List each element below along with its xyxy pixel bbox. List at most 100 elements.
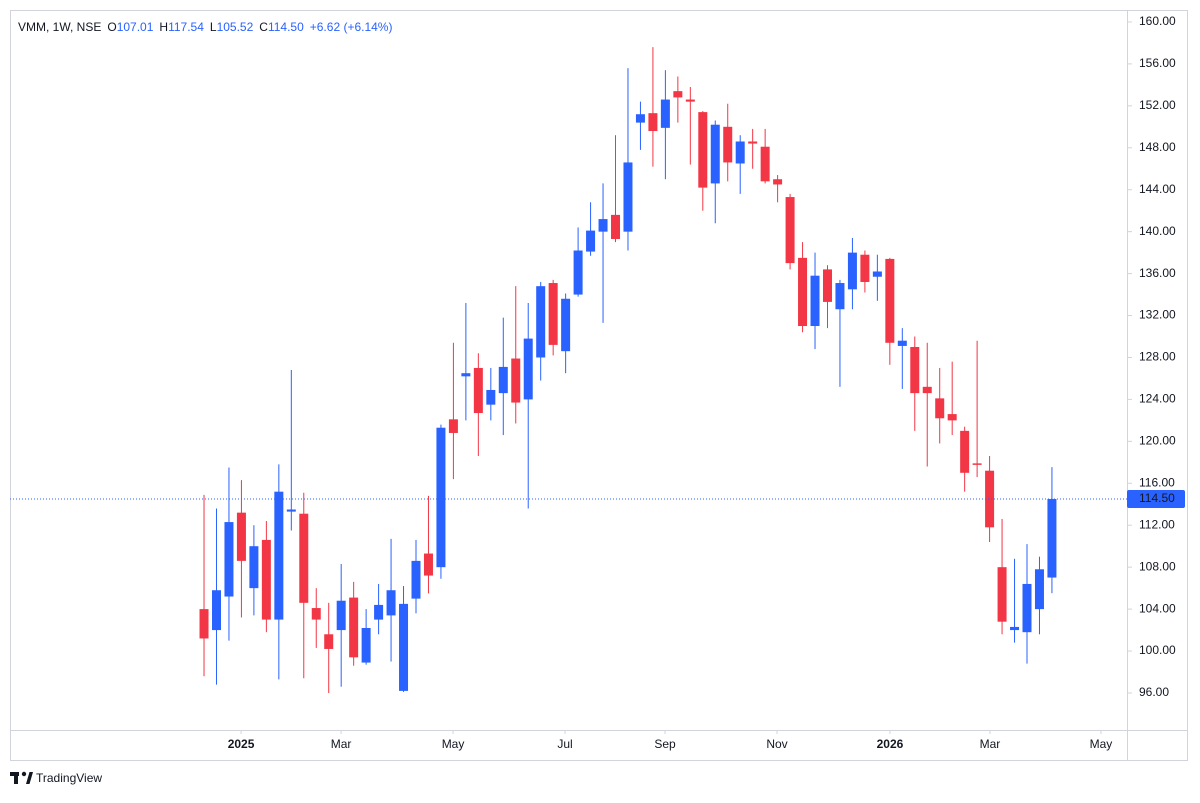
candle-body: [735, 141, 745, 164]
y-tick-label: 108.00: [1139, 559, 1176, 573]
low-value: 105.52: [217, 20, 254, 34]
candle-body: [224, 522, 234, 597]
symbol: VMM, 1W, NSE: [18, 20, 101, 34]
candle-body: [985, 470, 995, 528]
candle-body: [822, 269, 832, 302]
candle-body: [922, 386, 932, 394]
candle-body: [760, 146, 770, 182]
y-tick-label: 112.00: [1139, 517, 1175, 531]
candle-body: [698, 112, 708, 188]
candle-body: [1022, 583, 1032, 633]
candle-body: [486, 389, 496, 405]
high-value: 117.54: [168, 20, 204, 34]
y-tick-label: 100.00: [1139, 643, 1176, 657]
candle-body: [336, 600, 346, 631]
candle-body: [411, 560, 421, 599]
candle-body: [897, 340, 907, 346]
candle-body: [399, 603, 409, 691]
y-tick-label: 156.00: [1139, 56, 1176, 70]
close-value: 114.50: [268, 20, 304, 34]
candle-body: [598, 219, 608, 232]
change: +6.62 (+6.14%): [310, 20, 393, 34]
legend: VMM, 1W, NSE O107.01 H117.54 L105.52 C114.50…: [18, 20, 392, 34]
candle-body: [798, 257, 808, 327]
y-tick-label: 144.00: [1139, 182, 1176, 196]
logo-shape: [26, 772, 33, 784]
candle-body: [324, 634, 334, 649]
candle-body: [785, 197, 795, 264]
x-tick-label: 2026: [877, 737, 904, 751]
y-tick-label: 128.00: [1139, 350, 1176, 364]
y-tick-label: 132.00: [1139, 308, 1176, 322]
candle-body: [561, 298, 571, 352]
candle-body: [885, 258, 895, 343]
candle-body: [635, 114, 645, 123]
y-tick-label: 148.00: [1139, 140, 1176, 154]
candle-body: [947, 414, 957, 421]
candle-body: [461, 373, 471, 377]
open-label: O: [107, 20, 116, 34]
candle-body: [236, 512, 246, 561]
low-label: L: [210, 20, 217, 34]
y-tick-label: 124.00: [1139, 392, 1176, 406]
candle-body: [386, 590, 396, 616]
candle-body: [623, 162, 633, 232]
candle-body: [261, 539, 271, 620]
high-label: H: [159, 20, 168, 34]
candle-body: [423, 553, 433, 576]
last-price-badge: [1127, 490, 1185, 509]
brand-name: TradingView: [36, 771, 102, 785]
candle-body: [349, 597, 359, 658]
y-tick-label: 96.00: [1139, 685, 1169, 699]
candle-body: [660, 99, 670, 128]
x-tick-label: Sep: [654, 737, 676, 751]
x-tick-label: Nov: [766, 737, 787, 751]
candle-body: [1010, 626, 1020, 631]
candle-body: [611, 214, 621, 239]
candle-body: [436, 427, 446, 568]
candle-body: [847, 252, 857, 290]
candle-body: [935, 398, 945, 419]
candle-body: [374, 604, 384, 620]
last-price-label: 114.50: [1139, 491, 1175, 505]
candle-body: [473, 367, 483, 414]
candle-body: [673, 91, 683, 98]
candle-body: [286, 509, 296, 512]
candle-body: [536, 286, 546, 358]
candle-body: [299, 513, 309, 603]
candle-body: [511, 358, 521, 403]
candle-body: [648, 113, 658, 131]
chart-frame: [10, 10, 1188, 761]
y-tick-label: 160.00: [1139, 14, 1176, 28]
logo-shape: [21, 771, 27, 777]
candle-body: [586, 230, 596, 252]
y-tick-label: 120.00: [1139, 434, 1176, 448]
candle-body: [748, 141, 758, 144]
x-tick-label: Mar: [331, 737, 352, 751]
candle-body: [997, 567, 1007, 622]
y-tick-label: 116.00: [1139, 475, 1175, 489]
y-tick-label: 104.00: [1139, 601, 1176, 615]
candle-body: [910, 346, 920, 394]
x-tick-label: Mar: [980, 737, 1001, 751]
y-tick-label: 136.00: [1139, 266, 1176, 280]
candle-body: [685, 99, 695, 102]
x-tick-label: May: [442, 737, 465, 751]
candle-body: [723, 126, 733, 163]
x-tick-label: Jul: [557, 737, 572, 751]
candle-body: [960, 430, 970, 473]
candle-body: [498, 366, 508, 394]
x-tick-label: May: [1090, 737, 1113, 751]
candle-body: [199, 609, 209, 639]
candle-body: [810, 275, 820, 327]
candle-body: [448, 419, 458, 433]
candle-body: [860, 254, 870, 282]
candle-body: [972, 463, 982, 465]
candle-body: [211, 590, 221, 631]
candle-body: [311, 608, 321, 620]
y-tick-label: 152.00: [1139, 98, 1176, 112]
close-label: C: [259, 20, 268, 34]
x-tick-label: 2025: [228, 737, 255, 751]
